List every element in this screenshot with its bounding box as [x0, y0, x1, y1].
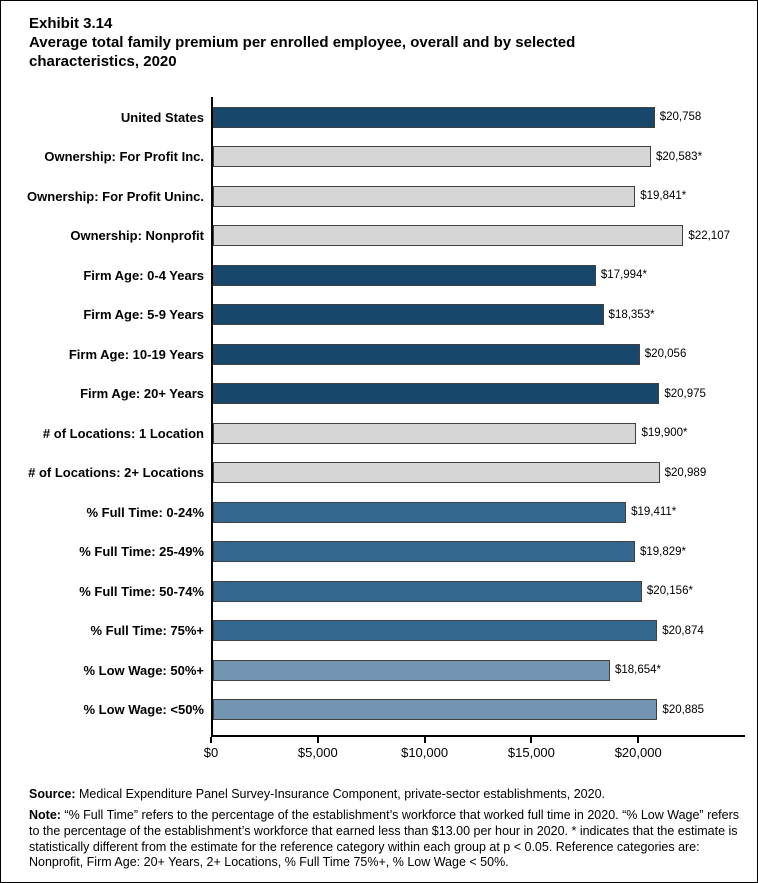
category-labels-column: United States Ownership: For Profit Inc. O… — [27, 97, 211, 767]
value-label: $19,841* — [640, 190, 687, 202]
value-label: $20,975 — [664, 387, 706, 400]
bar — [213, 185, 636, 207]
bar — [213, 580, 642, 602]
value-label: $20,885 — [662, 703, 704, 716]
bar-row: $20,874 — [213, 611, 745, 651]
category-label: # of Locations: 2+ Locations — [28, 465, 204, 480]
value-label: $20,758 — [659, 111, 702, 123]
bars-region: $20,758 $20,583* $19,841* $22,107 $17,994* $1… — [211, 97, 745, 736]
x-axis-tick — [316, 737, 319, 744]
bar-row: $20,056 — [213, 334, 745, 374]
category-label: Ownership: For Profit Inc. — [44, 149, 204, 164]
value-label: $22,107 — [688, 229, 730, 242]
category-label: % Full Time: 50-74% — [79, 583, 204, 599]
bar — [213, 659, 610, 681]
bar — [213, 501, 627, 523]
bar — [213, 620, 658, 641]
value-label: $19,829* — [639, 545, 686, 558]
x-axis-tick — [423, 737, 426, 744]
bar-row: $20,758 — [213, 97, 745, 137]
x-axis-tick-label: $20,000 — [614, 745, 662, 761]
bar — [213, 422, 637, 444]
note-text: “% Full Time” refers to the percentage o… — [29, 808, 740, 870]
category-label: Firm Age: 0-4 Years — [83, 267, 204, 283]
category-label: Ownership: Nonprofit — [70, 228, 204, 243]
value-label: $19,900* — [641, 427, 688, 439]
category-label: Firm Age: 10-19 Years — [68, 346, 204, 362]
value-label: $18,654* — [614, 664, 661, 676]
category-label: % Low Wage: 50%+ — [83, 662, 204, 678]
value-label: $19,411* — [631, 506, 677, 518]
bar — [213, 343, 640, 365]
chart-footer: Source: Medical Expenditure Panel Survey… — [29, 787, 745, 871]
bar-row: $18,654* — [213, 650, 745, 690]
category-label: % Full Time: 0-24% — [86, 504, 204, 520]
source-text: Medical Expenditure Panel Survey-Insuran… — [75, 787, 605, 802]
bar — [213, 462, 660, 483]
source-note: Source: Medical Expenditure Panel Survey… — [29, 787, 741, 803]
x-axis-tick-label: $0 — [203, 745, 219, 761]
bar-row: $19,411* — [213, 492, 745, 532]
x-axis-tick-label: $15,000 — [507, 745, 555, 761]
bar — [213, 146, 651, 167]
bar-row: $20,989 — [213, 453, 745, 493]
bar-row: $19,829* — [213, 532, 745, 572]
x-axis-tick — [637, 737, 640, 744]
category-label: % Full Time: 75%+ — [90, 623, 204, 638]
chart-title: Average total family premium per enrolle… — [29, 33, 576, 70]
category-label: Firm Age: 5-9 Years — [83, 307, 204, 322]
category-label: Firm Age: 20+ Years — [80, 386, 204, 401]
x-axis-tick-label: $10,000 — [401, 745, 449, 761]
category-label: # of Locations: 1 Location — [42, 425, 204, 441]
category-label: % Low Wage: <50% — [83, 702, 204, 717]
bar — [213, 383, 660, 404]
value-label: $20,583* — [656, 150, 703, 163]
bar — [213, 699, 658, 720]
chart-header: Exhibit 3.14 Average total family premiu… — [29, 15, 745, 71]
exhibit-number: Exhibit 3.14 — [29, 15, 113, 32]
x-axis-tick — [210, 737, 212, 744]
bar-row: $22,107 — [213, 216, 745, 256]
note-label: Note: — [29, 808, 61, 822]
bar — [213, 225, 684, 246]
bar — [213, 304, 604, 325]
value-label: $20,156* — [646, 585, 693, 597]
value-label: $20,989 — [664, 466, 707, 479]
source-label: Source: — [29, 787, 76, 802]
bar — [213, 264, 596, 286]
bar-chart: United States Ownership: For Profit Inc. O… — [27, 97, 745, 767]
value-label: $17,994* — [600, 269, 647, 281]
plot-area: $20,758 $20,583* $19,841* $22,107 $17,994* $1… — [204, 97, 745, 767]
bar-row: $17,994* — [213, 255, 745, 295]
category-label: % Full Time: 25-49% — [79, 544, 204, 559]
category-label: Ownership: For Profit Uninc. — [27, 188, 204, 204]
bar-row: $20,583* — [213, 137, 745, 177]
value-label: $20,056 — [644, 348, 687, 360]
value-label: $20,874 — [662, 624, 704, 637]
bar-row: $20,885 — [213, 690, 745, 730]
bar-row: $19,900* — [213, 413, 745, 453]
methods-note: Note: “% Full Time” refers to the percen… — [29, 808, 741, 871]
bar-row: $20,975 — [213, 374, 745, 414]
bar-row: $19,841* — [213, 176, 745, 216]
x-axis-tick — [530, 737, 533, 744]
x-axis-tick-label: $5,000 — [297, 745, 338, 761]
bar-row: $20,156* — [213, 571, 745, 611]
bar — [213, 541, 635, 562]
x-axis: $0 $5,000 $10,000 $15,000 $20,000 — [204, 735, 745, 767]
value-label: $18,353* — [608, 308, 655, 321]
bar-row: $18,353* — [213, 295, 745, 335]
category-label: United States — [120, 109, 204, 125]
bar — [213, 106, 655, 128]
